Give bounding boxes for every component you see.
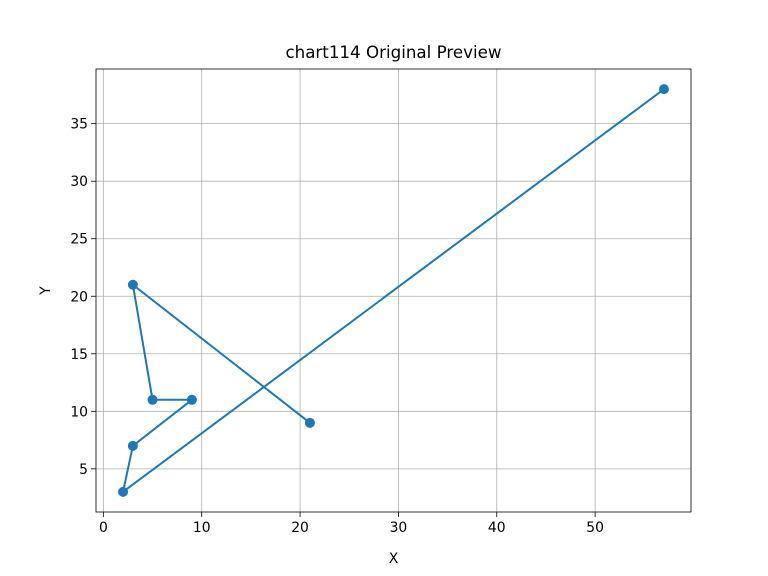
series-layer: [118, 84, 669, 497]
y-tick-label: 5: [79, 462, 88, 478]
grid: [96, 69, 691, 512]
data-point: [186, 394, 197, 405]
x-tick-label: 40: [488, 520, 506, 536]
x-tick-label: 50: [586, 520, 604, 536]
y-tick-label: 10: [70, 404, 88, 420]
axis-ticks: 0 10 20 30 40 50 5 10 15 20 25 30 35: [70, 117, 604, 536]
y-tick-label: 30: [70, 174, 88, 190]
data-point: [127, 279, 138, 290]
y-tick-label: 15: [70, 347, 88, 363]
x-tick-label: 30: [390, 520, 408, 536]
data-point: [658, 84, 669, 95]
data-point: [147, 394, 158, 405]
chart-title: chart114 Original Preview: [285, 42, 501, 62]
series-line: [122, 88, 665, 493]
x-tick-label: 10: [193, 520, 211, 536]
x-tick-label: 20: [291, 520, 309, 536]
data-point: [304, 417, 315, 428]
y-tick-label: 35: [70, 117, 88, 133]
data-point: [118, 486, 129, 497]
y-axis-title: Y: [38, 286, 54, 296]
y-tick-label: 20: [70, 289, 88, 305]
data-point: [127, 440, 138, 451]
x-axis-title: X: [389, 551, 399, 567]
plot-frame: [95, 68, 692, 513]
y-tick-label: 25: [70, 232, 88, 248]
x-tick-label: 0: [99, 520, 108, 536]
